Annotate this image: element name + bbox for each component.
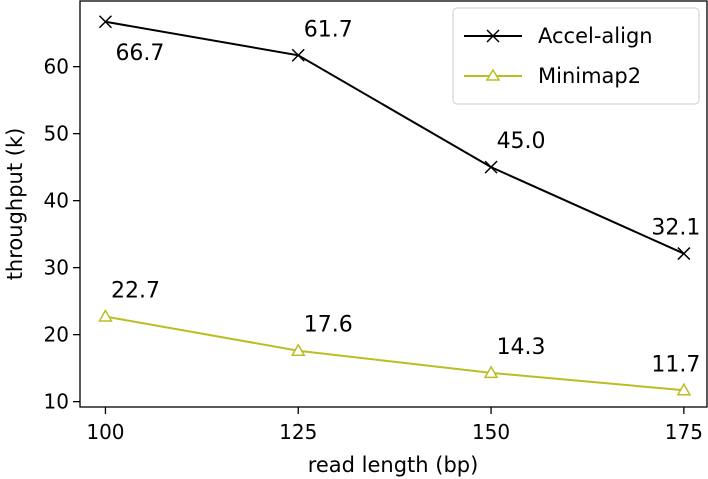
y-tick-label-40: 40: [44, 189, 69, 213]
y-tick-label-30: 30: [44, 256, 69, 280]
data-label-minimap2-150: 14.3: [497, 335, 546, 360]
x-tick-label-150: 150: [472, 420, 510, 444]
x-axis-ticks: 100 125 150 175: [86, 407, 703, 444]
data-label-minimap2-175: 11.7: [651, 352, 700, 377]
plot-area: [79, 0, 708, 408]
point-minimap2-125: [290, 343, 306, 356]
point-accel-align-175: [677, 247, 691, 261]
legend-marker-minimap2: [485, 68, 501, 81]
series-line-minimap2: [105, 315, 684, 392]
point-minimap2-150: [483, 365, 499, 379]
point-minimap2-100: [98, 309, 113, 322]
series-line-accel-align: [105, 20, 685, 255]
legend-box: [452, 7, 700, 105]
legend-label-accel-align: Accel-align: [538, 24, 653, 48]
data-label-minimap2-100: 22.7: [111, 279, 160, 304]
x-tick-label-125: 125: [279, 420, 317, 444]
y-tick-label-10: 10: [44, 390, 69, 414]
point-minimap2-175: [676, 382, 692, 396]
x-tick-label-175: 175: [665, 420, 703, 444]
y-tick-label-50: 50: [44, 122, 69, 146]
data-label-accel-align-175: 32.1: [651, 216, 700, 241]
data-label-minimap2-125: 17.6: [304, 313, 353, 338]
x-tick-label-100: 100: [86, 420, 124, 444]
data-label-accel-align-100: 66.7: [115, 41, 164, 66]
data-label-accel-align-150: 45.0: [497, 129, 546, 154]
data-labels: 66.7 61.7 45.0 32.1 22.7 17.6 14.3 11.7: [111, 17, 700, 377]
point-accel-align-150: [484, 160, 498, 174]
x-axis-label: read length (bp): [308, 453, 479, 477]
y-axis-label: throughput (k): [3, 128, 27, 281]
point-accel-align-125: [291, 48, 305, 62]
data-label-accel-align-125: 61.7: [304, 17, 353, 42]
legend-marker-accel-align: [486, 29, 500, 43]
legend: Accel-align Minimap2: [452, 7, 700, 105]
legend-label-minimap2: Minimap2: [538, 64, 641, 88]
y-axis-ticks: 10 20 30 40 50 60: [44, 55, 80, 414]
y-tick-label-60: 60: [44, 55, 69, 79]
y-tick-label-20: 20: [44, 323, 69, 347]
point-accel-align-100: [98, 15, 112, 29]
series-layer: [98, 15, 692, 396]
